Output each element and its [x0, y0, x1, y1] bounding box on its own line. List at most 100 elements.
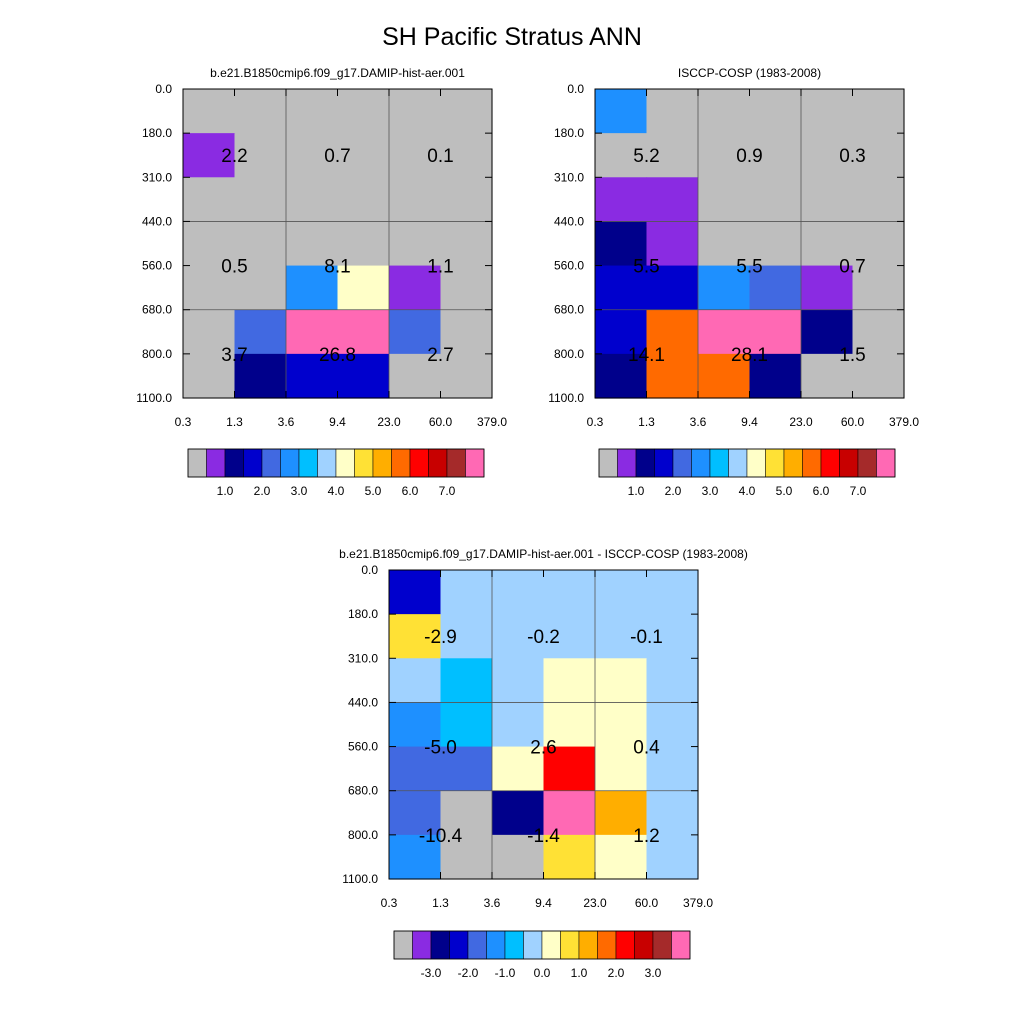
heatmap-cell: [749, 89, 802, 134]
x-tick-label: 379.0: [477, 415, 507, 429]
colorbar-swatch: [280, 448, 300, 478]
heatmap-cell: [698, 265, 751, 311]
heatmap-cell: [492, 614, 545, 659]
colorbar-swatch: [206, 448, 226, 478]
heatmap-cell: [389, 177, 442, 223]
heatmap-cell: [389, 221, 442, 267]
colorbar-label: 2.0: [254, 484, 271, 498]
heatmap-cell: [698, 177, 751, 223]
y-tick-label: 680.0: [348, 784, 378, 798]
y-tick-label: 310.0: [142, 170, 172, 184]
cell-value-label: 5.5: [736, 257, 762, 278]
colorbar-swatch: [560, 930, 580, 960]
cell-value-label: 0.7: [839, 257, 865, 278]
heatmap-cell: [492, 834, 545, 880]
heatmap-cell: [440, 658, 493, 704]
heatmap-cell: [698, 309, 751, 355]
panel-title: b.e21.B1850cmip6.f09_g17.DAMIP-hist-aer.…: [210, 66, 465, 80]
x-tick-label: 23.0: [377, 415, 401, 429]
heatmap-cell: [440, 790, 493, 836]
heatmap-cell: [389, 658, 442, 704]
panel-title: ISCCP-COSP (1983-2008): [678, 66, 821, 80]
colorbar-swatch: [691, 448, 711, 478]
heatmap-cell: [389, 89, 442, 134]
cell-value-label: 8.1: [324, 257, 350, 278]
cell-value-label: 0.3: [839, 146, 865, 167]
heatmap-cell: [646, 614, 699, 659]
cell-value-label: -5.0: [424, 738, 457, 759]
colorbar-frame: [598, 448, 896, 478]
colorbar-label: -1.0: [495, 966, 516, 980]
y-tick-label: 560.0: [142, 259, 172, 273]
heatmap-cell: [801, 265, 854, 311]
colorbar-swatch: [428, 448, 448, 478]
heatmap-cell: [389, 570, 442, 615]
heatmap-cell: [543, 790, 596, 836]
heatmap-cell: [389, 133, 442, 178]
heatmap-cell: [852, 177, 905, 223]
heatmap-cell: [337, 265, 390, 311]
heatmap-cell: [440, 177, 493, 223]
heatmap-cell: [646, 221, 699, 267]
heatmap-cell: [698, 221, 751, 267]
heatmap-cell: [698, 133, 751, 178]
heatmap-cell: [852, 221, 905, 267]
colorbar-swatch: [430, 930, 450, 960]
y-tick-label: 0.0: [361, 563, 378, 577]
colorbar-swatch: [372, 448, 392, 478]
heatmap-cell: [646, 746, 699, 792]
heatmap-cell: [337, 221, 390, 267]
colorbar-swatch: [615, 930, 635, 960]
x-tick-label: 9.4: [329, 415, 346, 429]
colorbar-label: 3.0: [645, 966, 662, 980]
heatmap-cell: [852, 309, 905, 355]
x-tick-label: 23.0: [789, 415, 813, 429]
cell-value-label: 14.1: [628, 345, 665, 366]
cell-value-label: 2.6: [530, 738, 556, 759]
colorbar-swatch: [597, 930, 617, 960]
heatmap-cell: [646, 353, 699, 399]
colorbar-swatch: [617, 448, 637, 478]
colorbar-swatch: [765, 448, 785, 478]
heatmap-cell: [389, 614, 442, 659]
colorbar-label: -3.0: [421, 966, 442, 980]
heatmap-cell: [646, 570, 699, 615]
colorbar-swatch: [541, 930, 561, 960]
colorbar-swatch: [876, 448, 896, 478]
heatmap-cell: [595, 353, 648, 399]
colorbar-swatch: [393, 930, 413, 960]
x-tick-label: 0.3: [175, 415, 192, 429]
heatmap-cell: [234, 353, 287, 399]
heatmap-cell: [492, 702, 545, 748]
heatmap-cell: [440, 309, 493, 355]
cell-value-label: 5.2: [633, 146, 659, 167]
heatmap-cell: [389, 265, 442, 311]
heatmap-cell: [646, 89, 699, 134]
cell-value-label: 2.7: [427, 345, 453, 366]
heatmap-cell: [183, 309, 236, 355]
colorbar-swatch: [335, 448, 355, 478]
y-tick-label: 440.0: [348, 695, 378, 709]
x-tick-label: 60.0: [841, 415, 865, 429]
x-tick-label: 3.6: [690, 415, 707, 429]
cell-value-label: 28.1: [731, 345, 768, 366]
x-tick-label: 1.3: [638, 415, 655, 429]
heatmap-cell: [234, 177, 287, 223]
colorbar-swatch: [671, 930, 691, 960]
y-tick-label: 180.0: [348, 607, 378, 621]
heatmap-cell: [801, 309, 854, 355]
colorbar-swatch: [652, 930, 672, 960]
heatmap-cell: [183, 177, 236, 223]
heatmap-panel-2: ISCCP-COSP (1983-2008) 0.0 180.0 310.0 440.0…: [548, 66, 919, 498]
heatmap-cell: [183, 133, 236, 178]
heatmap-panel-3: b.e21.B1850cmip6.f09_g17.DAMIP-hist-aer.…: [339, 547, 748, 980]
colorbar-swatch: [746, 448, 766, 478]
y-tick-label: 680.0: [142, 303, 172, 317]
colorbar-swatch: [261, 448, 281, 478]
heatmap-cell: [595, 265, 648, 311]
heatmap-cell: [543, 746, 596, 792]
heatmap-cell: [749, 353, 802, 399]
x-tick-label: 9.4: [535, 896, 552, 910]
heatmap-cell: [440, 265, 493, 311]
